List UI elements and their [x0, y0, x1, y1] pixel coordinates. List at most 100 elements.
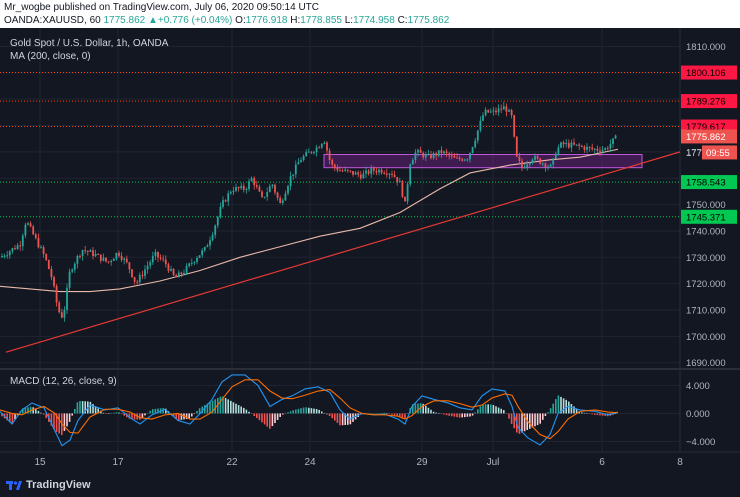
candle-body [599, 150, 601, 152]
resistance-zone[interactable] [323, 154, 643, 169]
candle-body [141, 275, 144, 277]
macd-tick-label: 0.000 [686, 409, 710, 420]
price-tick-label: 1750.000 [686, 200, 726, 211]
macd-bar [263, 413, 266, 425]
candle-body [219, 206, 222, 217]
candle-body [287, 186, 289, 194]
candle-body [266, 192, 269, 197]
candle-body [424, 154, 427, 158]
macd-bar [274, 413, 276, 424]
candle-body [276, 192, 279, 198]
price-axis[interactable]: 1690.000 1700.000 1710.000 1720.000 1730.000… [681, 42, 737, 369]
candle-body [216, 216, 219, 226]
macd-axis[interactable]: 4.000 0.000 −4.000 [686, 381, 715, 448]
candle-body [198, 255, 201, 259]
candle-body [310, 151, 313, 153]
macd-bar [149, 410, 151, 414]
macd-bar [1, 413, 3, 417]
countdown-label: 09:55 [706, 148, 730, 159]
macd-bar [27, 407, 29, 414]
price-tick-label: 1700.000 [686, 332, 726, 343]
macd-bar [344, 413, 346, 426]
candle-body [487, 109, 490, 113]
candle-body [188, 263, 191, 266]
candle-body [136, 281, 139, 283]
macd-bar [412, 404, 414, 414]
candle-body [154, 251, 157, 257]
macd-bar [144, 413, 146, 416]
macd-bar [518, 413, 521, 434]
candle-body [547, 166, 549, 168]
candle-body [391, 173, 393, 175]
macd-bar [417, 403, 419, 414]
macd-bar [321, 411, 323, 414]
macd-tick-label: 4.000 [686, 381, 710, 392]
candle-body [40, 247, 42, 249]
candle-body [248, 181, 250, 190]
candle-body [586, 146, 588, 150]
low-value: 1774.958 [353, 15, 395, 26]
macd-bar [201, 406, 203, 414]
candle-body [294, 164, 297, 175]
macd-bar [76, 402, 79, 414]
candle-body [180, 272, 183, 275]
macd-bar [300, 408, 302, 414]
candle-body [331, 160, 334, 165]
macd-bar [401, 413, 404, 418]
macd-bar [217, 397, 219, 414]
candle-body [229, 192, 232, 194]
high-label: H: [290, 15, 301, 26]
candle-body [170, 268, 172, 271]
macd-bar [180, 413, 183, 420]
trend-line[interactable] [5, 151, 681, 353]
macd-bar [523, 413, 526, 432]
macd-bar [14, 413, 16, 420]
candle-body [417, 149, 419, 153]
macd-bar [240, 406, 242, 414]
candle-body [206, 245, 209, 248]
macd-bar [458, 413, 461, 418]
candle-body [362, 173, 365, 179]
candle-body [323, 142, 326, 144]
price-chart-canvas[interactable]: 1690.000 1700.000 1710.000 1720.000 1730.000… [0, 28, 740, 474]
macd-bar [531, 413, 534, 428]
candle-body [466, 159, 469, 161]
candle-body [58, 302, 61, 313]
candle-body [55, 286, 58, 303]
macd-bar [557, 395, 560, 414]
time-axis[interactable]: 15 17 22 24 29 Jul 6 8 [34, 457, 683, 468]
candle-body [297, 162, 300, 165]
candle-body [508, 110, 510, 112]
macd-bar [310, 408, 313, 414]
candle-body [16, 245, 19, 250]
candle-body [430, 154, 432, 159]
macd-bar [440, 413, 443, 414]
candle-body [94, 254, 97, 257]
macd-bar [105, 413, 107, 414]
candle-body [591, 147, 594, 150]
candle-body [214, 225, 217, 235]
macd-bar [188, 413, 190, 419]
macd-bar [139, 413, 141, 420]
macd-bar [549, 408, 552, 414]
macd-bar [235, 403, 237, 414]
macd-bar [347, 413, 349, 425]
candle-body [177, 272, 180, 278]
macd-bar [222, 396, 224, 414]
macd-bar [253, 413, 255, 416]
macd-bar [456, 413, 458, 418]
macd-bar [399, 413, 401, 417]
macd-bar [614, 413, 617, 414]
candle-body [73, 263, 76, 270]
chart-title: Gold Spot / U.S. Dollar, 1h, OANDA [10, 38, 169, 49]
macd-bar [334, 413, 336, 421]
candle-body [604, 148, 607, 150]
macd-bar [448, 413, 450, 416]
candle-body [357, 172, 360, 175]
candle-body [521, 160, 523, 168]
footer-brand: TradingView [26, 479, 91, 491]
candle-body [183, 272, 185, 275]
macd-bar [32, 407, 34, 414]
candle-body [588, 146, 591, 148]
macd-bar [469, 413, 471, 417]
